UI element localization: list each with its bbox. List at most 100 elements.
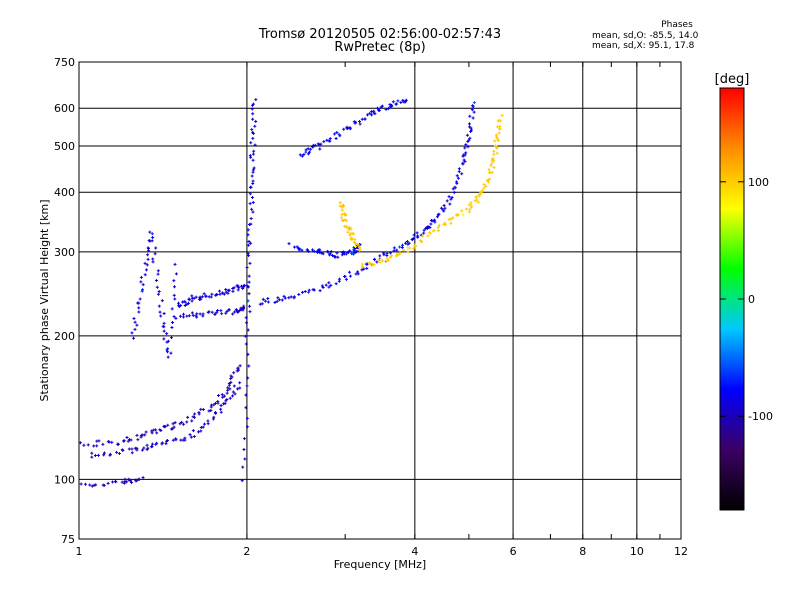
data-point <box>114 480 118 484</box>
data-point <box>146 257 150 261</box>
data-point <box>250 128 254 132</box>
data-point <box>498 125 502 129</box>
y-tick-label: 200 <box>54 330 75 343</box>
data-point <box>236 284 240 288</box>
data-point <box>244 393 248 397</box>
data-point <box>448 202 452 206</box>
data-point <box>201 312 205 316</box>
data-point <box>210 292 214 296</box>
data-point <box>246 243 250 247</box>
data-point <box>252 102 256 106</box>
data-point <box>146 446 150 450</box>
data-point <box>442 204 446 208</box>
data-point <box>404 99 408 103</box>
data-point <box>234 308 238 312</box>
data-point <box>155 285 159 289</box>
data-point <box>157 290 161 294</box>
data-point <box>475 198 479 202</box>
data-point <box>389 251 393 255</box>
data-point <box>227 383 231 387</box>
data-point <box>242 437 246 441</box>
data-point <box>329 249 333 253</box>
data-point <box>261 297 265 301</box>
data-point <box>481 189 485 193</box>
data-point <box>96 453 100 457</box>
data-point <box>489 164 493 168</box>
data-point <box>388 255 392 259</box>
data-point <box>178 314 182 318</box>
data-point <box>389 254 393 258</box>
data-point <box>220 312 224 316</box>
data-point <box>163 425 167 429</box>
data-point <box>356 270 360 274</box>
data-point <box>169 351 173 355</box>
data-point <box>207 409 211 413</box>
data-point <box>183 303 187 307</box>
data-point <box>194 295 198 299</box>
data-point <box>401 243 405 247</box>
data-point <box>135 433 139 437</box>
data-point <box>292 296 296 300</box>
data-point <box>360 268 364 272</box>
data-point <box>308 150 312 154</box>
data-point <box>356 243 360 247</box>
data-point <box>243 457 247 461</box>
data-point <box>390 103 394 107</box>
data-point <box>455 180 459 184</box>
data-point <box>213 410 217 414</box>
data-point <box>110 440 114 444</box>
data-point <box>231 289 235 293</box>
data-point <box>252 166 256 170</box>
data-point <box>207 310 211 314</box>
data-point <box>122 439 126 443</box>
data-point <box>431 219 435 223</box>
data-point <box>340 205 344 209</box>
data-point <box>137 310 141 314</box>
data-point <box>150 442 154 446</box>
data-point <box>195 312 199 316</box>
data-point <box>246 285 250 289</box>
data-point <box>137 306 141 310</box>
data-point <box>137 301 141 305</box>
data-point <box>246 328 250 332</box>
data-point <box>200 295 204 299</box>
data-point <box>248 261 252 265</box>
data-point <box>343 275 347 279</box>
y-tick-label: 100 <box>54 473 75 486</box>
x-axis-label: Frequency [MHz] <box>334 558 426 571</box>
data-point <box>282 294 286 298</box>
data-point <box>385 256 389 260</box>
data-point <box>224 311 228 315</box>
data-point <box>182 312 186 316</box>
data-point <box>224 288 228 292</box>
data-point <box>348 233 352 237</box>
data-point <box>192 296 196 300</box>
data-point <box>245 425 249 429</box>
data-point <box>153 252 157 256</box>
data-point <box>102 451 106 455</box>
data-point <box>460 209 464 213</box>
data-point <box>191 415 195 419</box>
data-point <box>422 228 426 232</box>
data-point <box>251 112 255 116</box>
data-point <box>106 481 110 485</box>
data-point <box>319 251 323 255</box>
data-point <box>220 291 224 295</box>
data-point <box>171 321 175 325</box>
data-point <box>183 300 187 304</box>
data-point <box>173 421 177 425</box>
data-point <box>247 240 251 244</box>
data-point <box>130 451 134 455</box>
data-point <box>232 384 236 388</box>
data-point <box>432 229 436 233</box>
data-point <box>246 228 250 232</box>
data-point <box>445 199 449 203</box>
data-point <box>215 293 219 297</box>
y-tick-label: 600 <box>54 102 75 115</box>
data-point <box>248 154 252 158</box>
data-point <box>385 251 389 255</box>
data-point <box>94 483 98 487</box>
y-tick-label: 400 <box>54 186 75 199</box>
data-point <box>245 416 249 420</box>
